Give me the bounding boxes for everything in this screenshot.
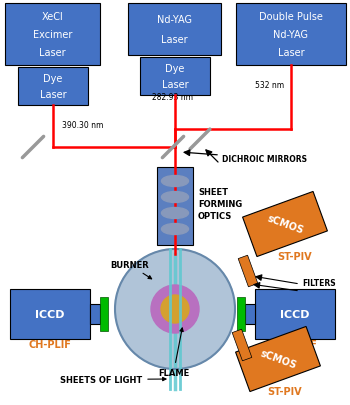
Text: Laser: Laser: [39, 48, 66, 58]
Text: Double Pulse: Double Pulse: [259, 12, 323, 22]
Bar: [237, 297, 245, 331]
Text: Nd-YAG: Nd-YAG: [273, 30, 308, 40]
Text: SHEET: SHEET: [198, 188, 228, 196]
Text: SHEETS OF LIGHT: SHEETS OF LIGHT: [60, 375, 166, 384]
Text: 390.30 nm: 390.30 nm: [62, 121, 103, 130]
Ellipse shape: [161, 208, 189, 219]
Ellipse shape: [161, 176, 189, 187]
Bar: [10, 289, 90, 339]
Text: ST-PIV: ST-PIV: [268, 386, 302, 396]
Text: Nd-YAG: Nd-YAG: [157, 15, 192, 25]
Text: Laser: Laser: [162, 79, 188, 90]
Text: BURNER: BURNER: [110, 260, 152, 279]
Bar: [255, 289, 335, 339]
Text: FILTERS: FILTERS: [302, 279, 336, 288]
Text: 532 nm: 532 nm: [255, 81, 284, 90]
Text: Laser: Laser: [161, 35, 188, 45]
Bar: [140, 58, 210, 96]
Bar: [157, 168, 193, 245]
Text: CH-PLIF: CH-PLIF: [29, 339, 71, 349]
Text: OH-PLIF: OH-PLIF: [273, 339, 317, 349]
Text: sCMOS: sCMOS: [258, 348, 298, 370]
Text: XeCl: XeCl: [42, 12, 63, 22]
Bar: [90, 304, 100, 324]
Text: Dye: Dye: [43, 74, 63, 84]
Text: OPTICS: OPTICS: [198, 211, 232, 220]
Text: ICCD: ICCD: [35, 309, 65, 319]
Text: DICHROIC MIRRORS: DICHROIC MIRRORS: [222, 155, 307, 164]
Text: Dye: Dye: [165, 64, 185, 74]
Text: Laser: Laser: [40, 90, 66, 99]
Text: FORMING: FORMING: [198, 200, 242, 209]
Text: Excimer: Excimer: [33, 30, 72, 40]
Circle shape: [151, 285, 199, 333]
Bar: [128, 4, 221, 56]
Text: 282.93 nm: 282.93 nm: [152, 93, 193, 102]
Polygon shape: [243, 192, 327, 257]
Bar: [100, 297, 108, 331]
Polygon shape: [232, 329, 252, 361]
Polygon shape: [238, 256, 258, 287]
Ellipse shape: [161, 224, 189, 235]
Bar: [5, 4, 100, 66]
Bar: [18, 68, 88, 106]
Text: Laser: Laser: [278, 48, 304, 58]
Ellipse shape: [161, 192, 189, 203]
Bar: [245, 304, 255, 324]
Circle shape: [115, 249, 235, 369]
Text: ST-PIV: ST-PIV: [278, 252, 312, 261]
Text: FLAME: FLAME: [158, 328, 189, 377]
Text: ICCD: ICCD: [280, 309, 310, 319]
Polygon shape: [236, 327, 320, 392]
Text: sCMOS: sCMOS: [265, 213, 304, 236]
Bar: [236, 4, 346, 66]
Circle shape: [161, 295, 189, 323]
